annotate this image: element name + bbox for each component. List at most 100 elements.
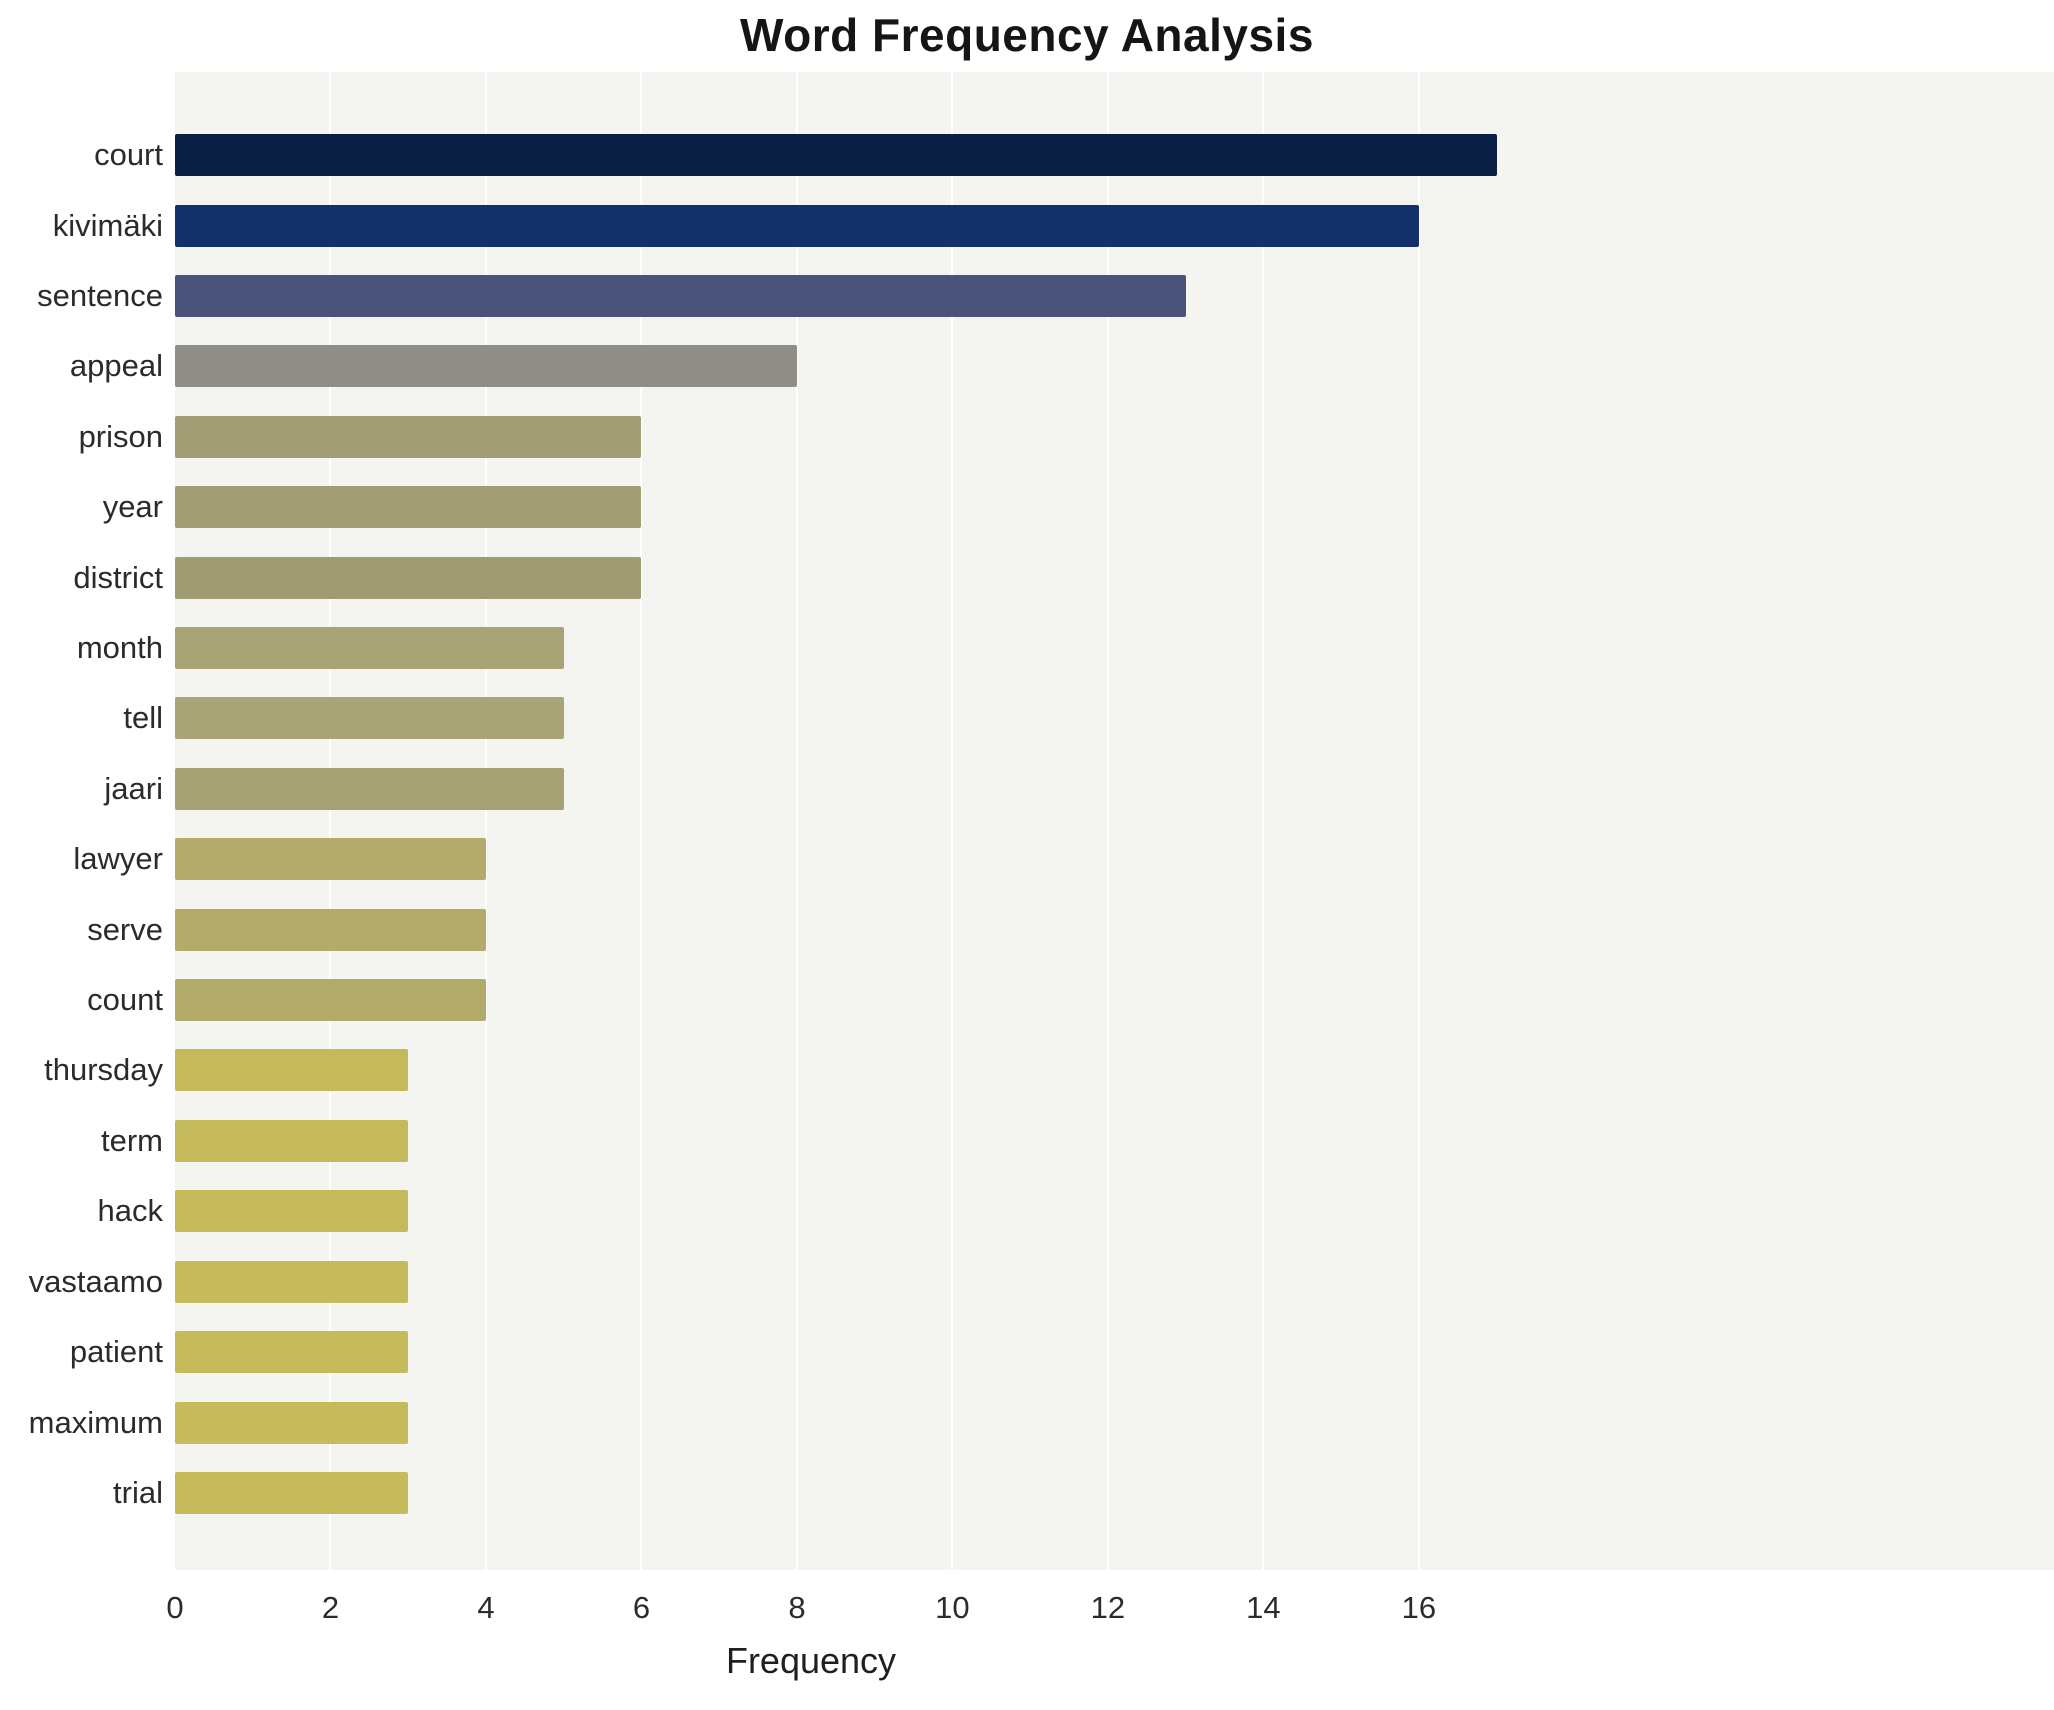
bar-serve	[175, 908, 486, 951]
bar-row: count	[0, 965, 2054, 1035]
category-label: court	[94, 137, 163, 173]
bar-track	[175, 261, 2054, 331]
gridline-x-10	[951, 72, 954, 1570]
bar-court	[175, 134, 1497, 177]
bar-track	[175, 331, 2054, 401]
bar-year	[175, 486, 642, 529]
bar-jaari	[175, 767, 564, 810]
bar-track	[175, 120, 2054, 190]
category-label: count	[87, 982, 163, 1018]
x-tick-label: 10	[935, 1590, 970, 1625]
category-label: district	[73, 559, 163, 595]
bar-kivimäki	[175, 204, 1419, 247]
bar-track	[175, 824, 2054, 894]
plot-region: court kivimäki sentence appeal prison year dis…	[0, 72, 2054, 1570]
bar-track	[175, 1247, 2054, 1317]
bar-track	[175, 190, 2054, 260]
bar-vastaamo	[175, 1260, 409, 1303]
bar-district	[175, 556, 642, 599]
category-label: kivimäki	[52, 207, 163, 243]
bar-row: court	[0, 120, 2054, 190]
bar-hack	[175, 1190, 409, 1233]
bar-row: thursday	[0, 1035, 2054, 1105]
category-label: vastaamo	[28, 1263, 163, 1299]
plot-area	[175, 72, 2054, 1570]
gridline-x-16	[1417, 72, 1420, 1570]
gridline-x-8	[795, 72, 798, 1570]
category-label: month	[76, 630, 163, 666]
category-label: year	[102, 489, 163, 525]
bar-track	[175, 1387, 2054, 1457]
x-tick-label: 8	[788, 1590, 806, 1625]
bar-track	[175, 1176, 2054, 1246]
gridline-x-4	[484, 72, 487, 1570]
bar-maximum	[175, 1401, 409, 1444]
x-tick-label: 6	[632, 1590, 651, 1625]
x-tick-label: 16	[1401, 1590, 1437, 1625]
category-label: jaari	[104, 770, 163, 806]
category-label: lawyer	[73, 841, 163, 877]
category-label: trial	[113, 1474, 163, 1510]
bar-lawyer	[175, 838, 486, 881]
bar-row: sentence	[0, 261, 2054, 331]
category-label: maximum	[28, 1404, 163, 1440]
bar-appeal	[175, 345, 797, 388]
bar-track	[175, 472, 2054, 542]
bar-track	[175, 613, 2054, 683]
chart-title: Word Frequency Analysis	[740, 9, 1314, 61]
x-tick-label: 12	[1090, 1590, 1126, 1625]
bar-month	[175, 627, 564, 670]
bar-tell	[175, 697, 564, 740]
bar-row: maximum	[0, 1387, 2054, 1457]
gridline-x-14	[1262, 72, 1265, 1570]
bar-row: term	[0, 1106, 2054, 1176]
x-axis-label: Frequency	[725, 1640, 897, 1681]
category-label: thursday	[44, 1052, 163, 1088]
bar-rows: court kivimäki sentence appeal prison year dis…	[0, 72, 2054, 1570]
bar-row: year	[0, 472, 2054, 542]
bar-row: kivimäki	[0, 190, 2054, 260]
bar-row: district	[0, 542, 2054, 612]
bar-row: patient	[0, 1317, 2054, 1387]
bar-track	[175, 1106, 2054, 1176]
bar-trial	[175, 1471, 409, 1514]
bar-track	[175, 1317, 2054, 1387]
bar-count	[175, 979, 486, 1022]
category-label: sentence	[37, 278, 163, 314]
x-tick-label: 14	[1246, 1590, 1281, 1625]
category-label: prison	[78, 418, 163, 454]
x-tick-label: 0	[166, 1590, 184, 1625]
bar-patient	[175, 1331, 409, 1374]
gridline-x-2	[329, 72, 332, 1570]
bar-track	[175, 542, 2054, 612]
category-label: serve	[87, 911, 163, 947]
bar-row: jaari	[0, 754, 2054, 824]
bar-row: hack	[0, 1176, 2054, 1246]
category-label: appeal	[69, 348, 163, 384]
bar-track	[175, 894, 2054, 964]
category-label: term	[101, 1122, 163, 1158]
bar-row: month	[0, 613, 2054, 683]
category-label: tell	[123, 700, 163, 736]
category-label: hack	[97, 1193, 163, 1229]
bar-thursday	[175, 1049, 409, 1092]
bar-track	[175, 965, 2054, 1035]
gridline-x-12	[1106, 72, 1109, 1570]
bar-track	[175, 1458, 2054, 1528]
bar-row: prison	[0, 402, 2054, 472]
bar-track	[175, 1035, 2054, 1105]
bar-row: serve	[0, 894, 2054, 964]
bar-row: appeal	[0, 331, 2054, 401]
gridline-x-6	[640, 72, 643, 1570]
x-tick-label: 4	[477, 1590, 495, 1625]
category-label: patient	[69, 1334, 163, 1370]
bar-row: lawyer	[0, 824, 2054, 894]
bar-track	[175, 754, 2054, 824]
bar-row: tell	[0, 683, 2054, 753]
bar-track	[175, 683, 2054, 753]
bar-row: trial	[0, 1458, 2054, 1528]
x-tick-label: 2	[321, 1590, 340, 1625]
bar-prison	[175, 415, 642, 458]
bar-track	[175, 402, 2054, 472]
